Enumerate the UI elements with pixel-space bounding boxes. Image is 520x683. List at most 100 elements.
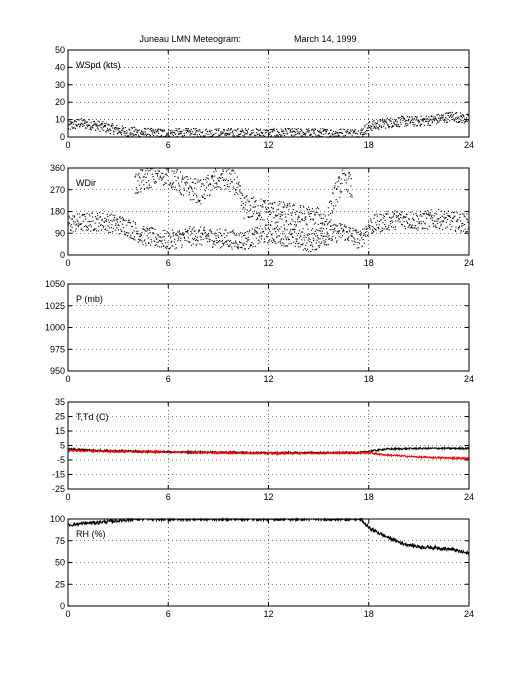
panel-0-series-0-point	[286, 133, 289, 135]
panel-1-series-0-point	[165, 247, 167, 249]
panel-1-series-0-point	[277, 228, 279, 230]
panel-1-series-0-point	[271, 234, 273, 236]
panel-0-series-0-point	[386, 123, 388, 125]
panel-1-series-0-point	[105, 220, 107, 223]
panel-1-series-1-point	[297, 221, 299, 223]
panel-0-series-0-point	[362, 135, 364, 137]
panel-1-series-0-point	[435, 226, 437, 228]
panel-1-series-1-point	[242, 202, 244, 205]
panel-0-series-0-point	[455, 117, 457, 119]
panel-1-series-0-point	[391, 216, 393, 218]
panel-1-series-0-point	[428, 214, 430, 216]
panel-1-series-0-point	[139, 238, 141, 241]
panel-1-xtick-label-1: 6	[166, 258, 171, 268]
panel-1-ytick-label-4: 360	[50, 163, 65, 173]
panel-1-series-0-point	[130, 234, 132, 236]
panel-1-series-0-point	[186, 240, 188, 242]
panel-1-series-0-point	[114, 214, 116, 216]
panel-1-series-1-point	[139, 169, 142, 171]
panel-1-series-0-point	[230, 242, 232, 244]
panel-1-series-1-point	[237, 183, 240, 185]
panel-0-xtick-label-3: 18	[364, 140, 374, 150]
panel-0-series-0-point	[129, 129, 131, 131]
panel-1-series-1-point	[296, 210, 298, 213]
panel-1-series-0-point	[134, 222, 136, 224]
panel-1-series-0-point	[201, 233, 204, 235]
panel-1-series-1-point	[332, 205, 335, 207]
panel-1-series-0-point	[306, 248, 309, 250]
panel-1-series-0-point	[209, 239, 211, 241]
panel-0-series-0-point	[169, 135, 171, 137]
panel-0-series-0-point	[280, 128, 282, 130]
panel-1-series-1-point	[335, 205, 337, 207]
panel-0-series-0-point	[443, 121, 446, 123]
panel-1-series-1-point	[221, 176, 224, 179]
panel-1-series-1-point	[318, 230, 320, 232]
panel-1-series-1-point	[278, 208, 280, 210]
panel-0-series-0-point	[238, 135, 240, 138]
panel-1-series-1-point	[321, 227, 323, 229]
panel-1-series-1-point	[346, 179, 348, 181]
panel-1-series-1-point	[324, 223, 326, 225]
panel-1-series-0-point	[359, 230, 361, 232]
panel-1-series-1-point	[181, 181, 183, 183]
panel-0-series-0-point	[81, 123, 83, 125]
panel-1-series-0-point	[195, 240, 197, 242]
panel-1-series-0-point	[162, 236, 164, 238]
panel-1-series-1-point	[255, 200, 257, 202]
panel-0-series-0-point	[423, 117, 425, 120]
panel-1-series-0-point	[369, 228, 371, 230]
panel-0-series-0-point	[439, 115, 441, 117]
panel-1-series-1-point	[208, 178, 210, 180]
panel-1-series-1-point	[267, 200, 269, 202]
panel-1-series-0-point	[226, 240, 228, 242]
panel-1-series-0-point	[460, 230, 462, 232]
panel-1-series-0-point	[203, 229, 205, 231]
panel-1-series-1-point	[231, 181, 234, 183]
panel-1-series-1-point	[218, 180, 220, 182]
panel-0-series-0-point	[383, 121, 385, 123]
panel-0-series-0-point	[217, 128, 219, 130]
panel-1-series-0-point	[341, 227, 343, 230]
panel-0-series-0-point	[239, 134, 241, 136]
panel-0-xtick-label-0: 0	[65, 140, 70, 150]
panel-0-series-0-point	[125, 127, 127, 129]
panel-0-series-0-point	[136, 131, 139, 133]
panel-1-series-0-point	[167, 232, 169, 234]
panel-0-series-0-point	[445, 119, 447, 121]
panel-1-series-1-point	[250, 208, 252, 210]
panel-1-series-0-point	[398, 218, 400, 221]
panel-1-series-1-point	[303, 220, 305, 222]
panel-0-series-0-point	[258, 133, 260, 135]
panel-0-series-0-point	[351, 134, 353, 136]
panel-0-series-0-point	[406, 116, 408, 118]
panel-1-series-1-point	[162, 177, 164, 179]
panel-1-series-1-point	[214, 168, 217, 170]
panel-1-series-1-point	[155, 181, 157, 183]
panel-0-series-0-point	[456, 112, 458, 114]
panel-1-series-0-point	[365, 226, 367, 228]
panel-1-series-0-point	[178, 236, 180, 238]
panel-1-series-0-point	[108, 231, 110, 233]
panel-1-series-1-point	[304, 213, 306, 215]
panel-1-series-0-point	[433, 215, 435, 217]
panel-1-series-1-point	[146, 168, 148, 170]
panel-1-series-1-point	[246, 209, 248, 211]
panel-1-series-0-point	[246, 238, 248, 240]
panel-0-series-0-point	[244, 128, 247, 130]
panel-1-series-0-point	[383, 217, 385, 219]
panel-1-series-0-point	[353, 237, 355, 239]
panel-0-series-0-point	[240, 133, 242, 135]
panel-1-series-0-point	[396, 216, 398, 218]
panel-1-series-0-point	[331, 237, 333, 239]
panel-1-series-0-point	[382, 214, 384, 216]
panel-1-series-0-point	[449, 215, 451, 217]
panel-1-series-1-point	[205, 187, 208, 189]
panel-1-series-0-point	[388, 229, 390, 231]
panel-1-series-0-point	[298, 230, 300, 232]
panel-1-series-1-point	[185, 184, 187, 186]
panel-1-series-0-point	[281, 244, 283, 246]
panel-1-series-1-point	[327, 207, 329, 209]
panel-0-series-0-point	[313, 130, 315, 132]
panel-1-series-1-point	[273, 211, 275, 213]
